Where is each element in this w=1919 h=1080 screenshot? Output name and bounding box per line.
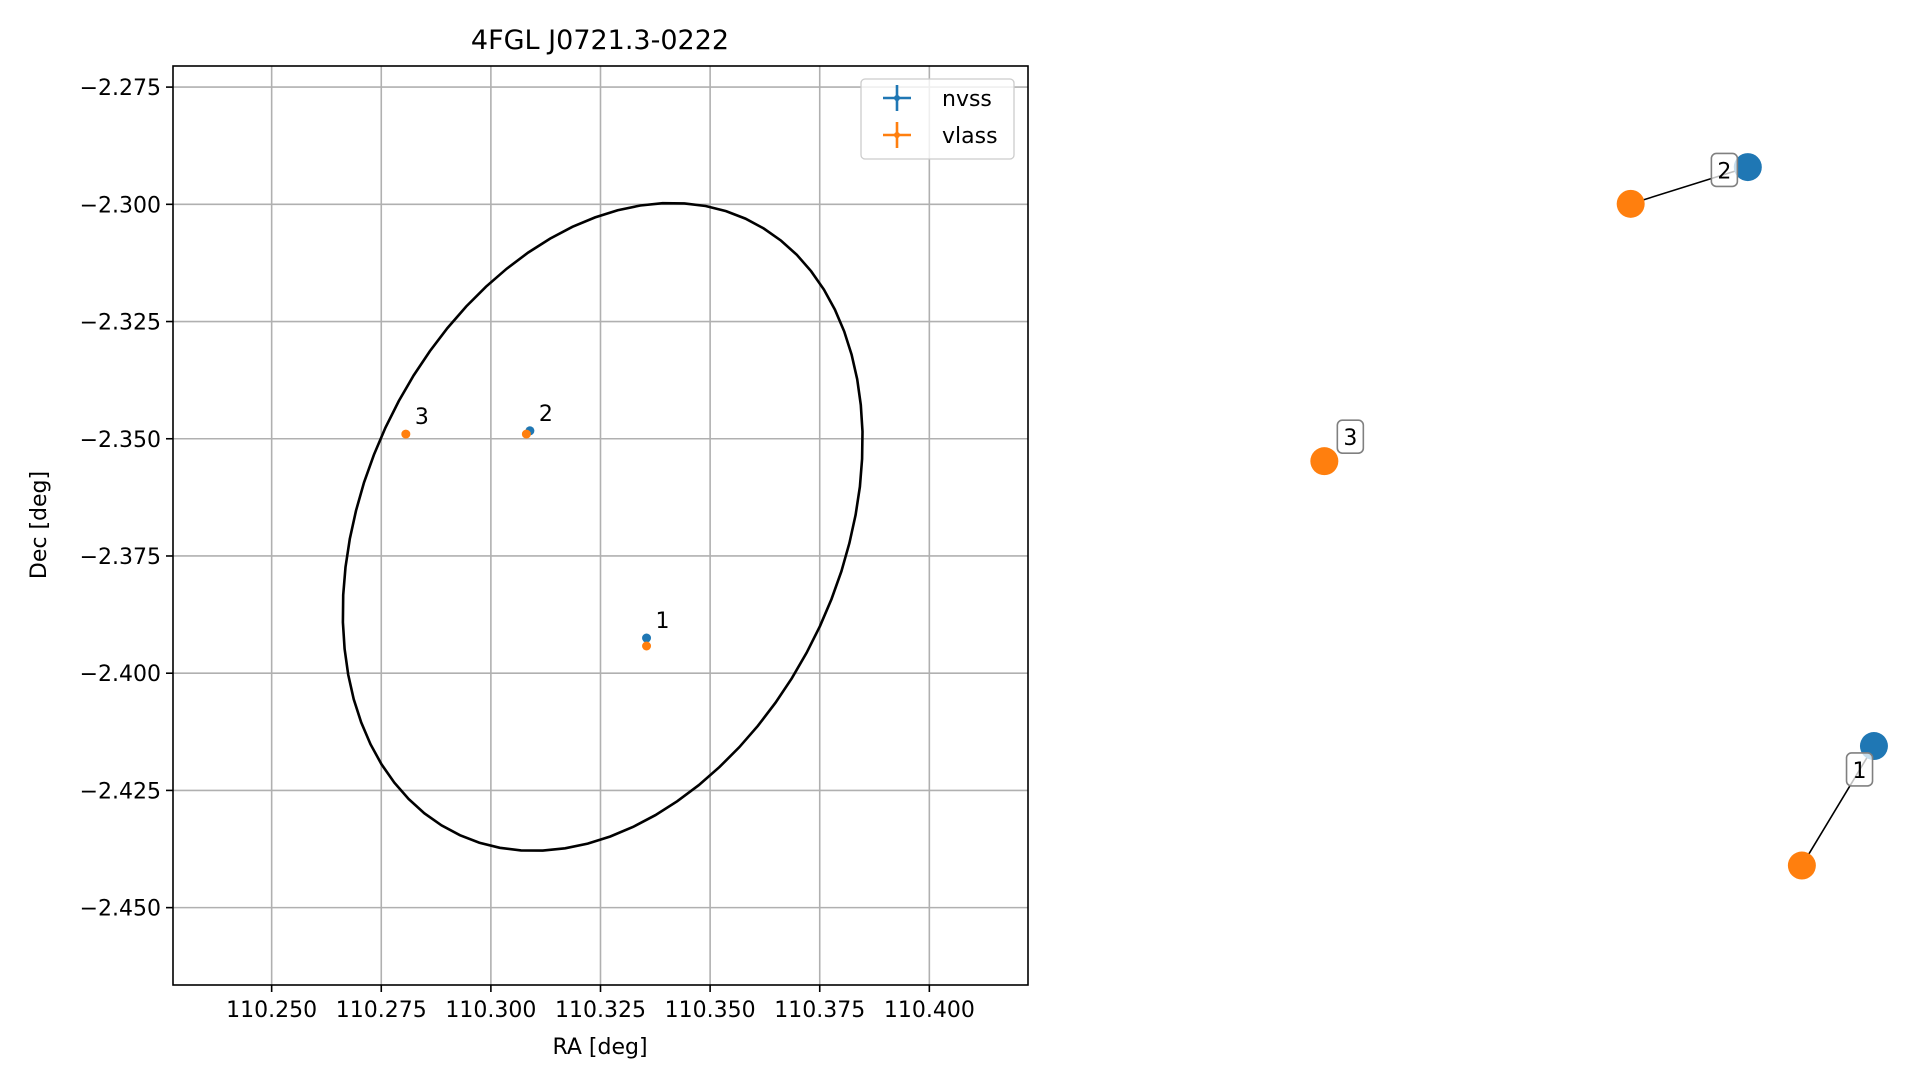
x-tick-label: 110.250 (226, 998, 317, 1023)
edge-label-3: 3 (1336, 419, 1365, 454)
vlass-point-3 (401, 429, 411, 439)
legend: nvss vlass (860, 78, 1015, 160)
y-tick-label: −2.450 (80, 897, 161, 922)
error-ellipse (341, 201, 864, 852)
edge-label-1: 1 (1845, 752, 1874, 787)
edge-label-text: 2 (1717, 159, 1731, 184)
scatter-plot: 123 110.250 110.275 110.300 110.325 110.350 1… (27, 25, 1029, 1060)
y-tick-label: −2.275 (80, 76, 161, 101)
graph-edges (1630, 166, 1875, 866)
grid (173, 66, 1028, 985)
data-points: 1 2 3 (401, 402, 670, 651)
x-tick-label: 110.375 (774, 998, 865, 1023)
legend-label: vlass (942, 124, 998, 149)
y-tick-label: −2.350 (80, 428, 161, 453)
edge-label-text: 1 (1853, 759, 1867, 784)
node-vlass-1 (1787, 851, 1816, 880)
legend-item-nvss: nvss (883, 85, 992, 112)
axis-ticks: 110.250 110.275 110.300 110.325 110.350 110.3… (80, 76, 975, 1023)
y-tick-label: −2.375 (80, 545, 161, 570)
legend-marker-dot (894, 132, 900, 138)
edge-label-box (1710, 152, 1739, 188)
vlass-point-1 (642, 641, 652, 651)
chart-title: 4FGL J0721.3-0222 (471, 25, 729, 56)
x-tick-label: 110.300 (445, 998, 536, 1023)
graph-edge-labels: 1 2 3 (1336, 152, 1874, 787)
point-label-1: 1 (656, 609, 670, 634)
legend-marker-dot (894, 95, 900, 101)
graph-nodes (1310, 153, 1888, 880)
legend-item-vlass: vlass (883, 122, 998, 149)
y-axis-label: Dec [deg] (27, 471, 52, 579)
edge-label-box (1845, 752, 1874, 787)
y-tick-label: −2.425 (80, 779, 161, 804)
edge-label-box (1336, 419, 1365, 454)
vlass-point-2 (521, 429, 531, 439)
x-tick-label: 110.350 (665, 998, 756, 1023)
nvss-point-1 (642, 633, 652, 643)
node-nvss-2 (1733, 153, 1762, 182)
x-tick-label: 110.275 (336, 998, 427, 1023)
y-tick-label: −2.325 (80, 311, 161, 336)
point-label-3: 3 (415, 405, 429, 430)
x-tick-label: 110.400 (884, 998, 975, 1023)
node-vlass-3 (1310, 447, 1339, 476)
edge-label-2: 2 (1710, 152, 1739, 188)
network-graph: 1 2 3 (1310, 152, 1888, 880)
y-tick-label: −2.300 (80, 193, 161, 218)
y-tick-label: −2.400 (80, 662, 161, 687)
node-vlass-2 (1616, 189, 1645, 218)
x-axis-label: RA [deg] (552, 1035, 647, 1060)
legend-label: nvss (942, 87, 992, 112)
x-tick-label: 110.325 (555, 998, 646, 1023)
edge-label-text: 3 (1343, 426, 1357, 451)
point-label-2: 2 (539, 402, 553, 427)
